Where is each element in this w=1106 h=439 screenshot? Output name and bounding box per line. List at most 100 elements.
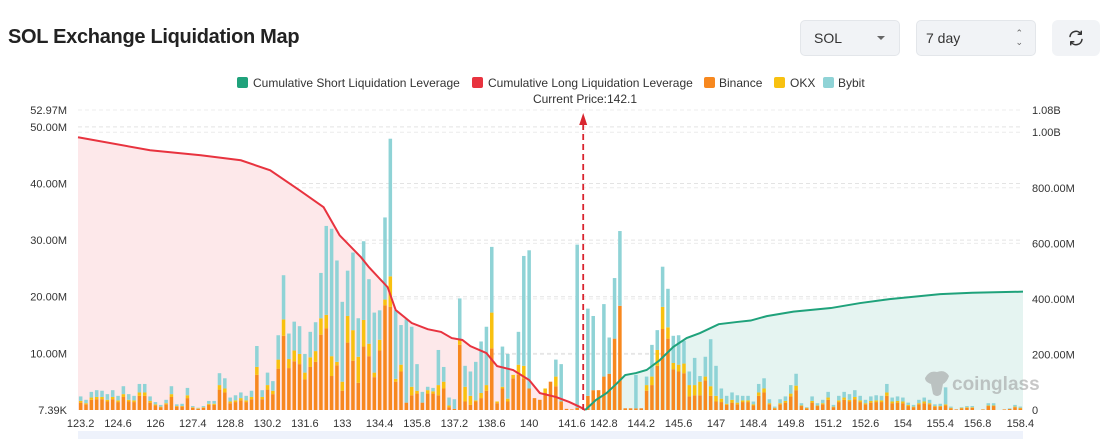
bar-stack[interactable] (452, 399, 457, 410)
bar-bybit[interactable] (319, 272, 323, 319)
bar-stack[interactable] (901, 397, 905, 410)
bar-binance[interactable] (511, 378, 515, 410)
bar-binance[interactable] (78, 402, 83, 410)
bar-stack[interactable] (490, 246, 494, 410)
bar-bybit[interactable] (746, 395, 750, 401)
bar-binance[interactable] (740, 402, 745, 410)
bar-stack[interactable] (527, 250, 531, 410)
bar-bybit[interactable] (762, 378, 766, 389)
bar-binance[interactable] (441, 388, 446, 410)
bar-bybit[interactable] (794, 373, 798, 386)
bar-stack[interactable] (885, 383, 889, 410)
bar-stack[interactable] (858, 395, 862, 410)
bar-okx[interactable] (281, 319, 286, 336)
bar-okx[interactable] (297, 353, 302, 365)
bar-binance[interactable] (575, 407, 579, 410)
bar-bybit[interactable] (949, 406, 953, 408)
bar-stack[interactable] (271, 381, 275, 410)
bar-okx[interactable] (922, 401, 926, 404)
bar-stack[interactable] (879, 395, 884, 410)
bar-stack[interactable] (265, 372, 270, 410)
bar-bybit[interactable] (853, 390, 857, 397)
bar-okx[interactable] (858, 400, 862, 403)
bar-stack[interactable] (1002, 409, 1007, 410)
bar-bybit[interactable] (756, 383, 761, 393)
bar-stack[interactable] (714, 365, 718, 410)
bar-binance[interactable] (260, 399, 264, 410)
bar-stack[interactable] (441, 366, 446, 410)
bar-bybit[interactable] (933, 404, 937, 407)
bar-okx[interactable] (943, 404, 948, 406)
bar-okx[interactable] (201, 407, 206, 408)
bar-okx[interactable] (169, 394, 174, 397)
bar-stack[interactable] (676, 335, 681, 410)
bar-stack[interactable] (837, 395, 841, 410)
bar-okx[interactable] (399, 364, 403, 372)
bar-bybit[interactable] (340, 301, 345, 382)
bar-okx[interactable] (831, 406, 836, 408)
bar-bybit[interactable] (767, 399, 772, 404)
bar-binance[interactable] (217, 389, 222, 410)
bar-bybit[interactable] (612, 278, 617, 339)
bar-okx[interactable] (522, 365, 526, 379)
bar-bybit[interactable] (831, 404, 836, 407)
bar-stack[interactable] (740, 395, 745, 410)
bar-binance[interactable] (158, 407, 163, 410)
bar-okx[interactable] (345, 315, 350, 343)
bar-binance[interactable] (233, 402, 238, 410)
bar-bybit[interactable] (110, 390, 115, 397)
bar-stack[interactable] (949, 406, 953, 410)
bar-okx[interactable] (89, 397, 94, 400)
bar-okx[interactable] (970, 407, 975, 408)
bar-stack[interactable] (772, 406, 777, 410)
bar-okx[interactable] (383, 299, 387, 306)
bar-binance[interactable] (249, 399, 254, 410)
bar-bybit[interactable] (313, 322, 318, 352)
bar-stack[interactable] (169, 386, 174, 410)
bar-bybit[interactable] (404, 319, 409, 403)
bar-binance[interactable] (815, 406, 820, 410)
bar-binance[interactable] (842, 399, 846, 410)
bar-stack[interactable] (746, 395, 750, 410)
bar-okx[interactable] (217, 385, 222, 390)
bar-stack[interactable] (372, 312, 377, 410)
bar-binance[interactable] (212, 404, 216, 410)
bar-okx[interactable] (78, 400, 83, 403)
bar-stack[interactable] (388, 138, 393, 410)
bar-binance[interactable] (922, 403, 926, 410)
bar-stack[interactable] (762, 378, 766, 410)
bar-stack[interactable] (303, 353, 307, 410)
bar-binance[interactable] (799, 406, 804, 410)
bar-bybit[interactable] (692, 357, 697, 386)
bar-binance[interactable] (719, 402, 724, 410)
bar-stack[interactable] (1013, 404, 1017, 410)
bar-stack[interactable] (84, 399, 88, 410)
bar-binance[interactable] (949, 408, 953, 410)
bar-okx[interactable] (1018, 407, 1023, 409)
bar-bybit[interactable] (698, 376, 702, 382)
bar-binance[interactable] (938, 406, 943, 410)
bar-okx[interactable] (778, 403, 782, 405)
bar-bybit[interactable] (84, 399, 88, 404)
bar-okx[interactable] (100, 396, 104, 400)
bar-bybit[interactable] (292, 321, 296, 351)
legend-item-okx[interactable]: OKX (774, 76, 815, 90)
bar-bybit[interactable] (399, 325, 403, 365)
bar-stack[interactable] (329, 228, 334, 410)
bar-bybit[interactable] (970, 406, 975, 408)
bar-binance[interactable] (687, 396, 692, 410)
bar-okx[interactable] (329, 356, 334, 377)
bar-stack[interactable] (223, 378, 227, 410)
bar-binance[interactable] (223, 392, 227, 410)
bar-stack[interactable] (191, 406, 195, 410)
bar-stack[interactable] (249, 390, 254, 410)
bar-stack[interactable] (538, 399, 542, 410)
bar-binance[interactable] (239, 400, 243, 410)
bar-stack[interactable] (132, 395, 136, 410)
bar-binance[interactable] (783, 402, 788, 410)
bar-okx[interactable] (879, 400, 884, 403)
bar-stack[interactable] (938, 403, 943, 410)
bar-stack[interactable] (383, 217, 387, 410)
bar-bybit[interactable] (223, 378, 227, 389)
bar-stack[interactable] (175, 404, 179, 410)
